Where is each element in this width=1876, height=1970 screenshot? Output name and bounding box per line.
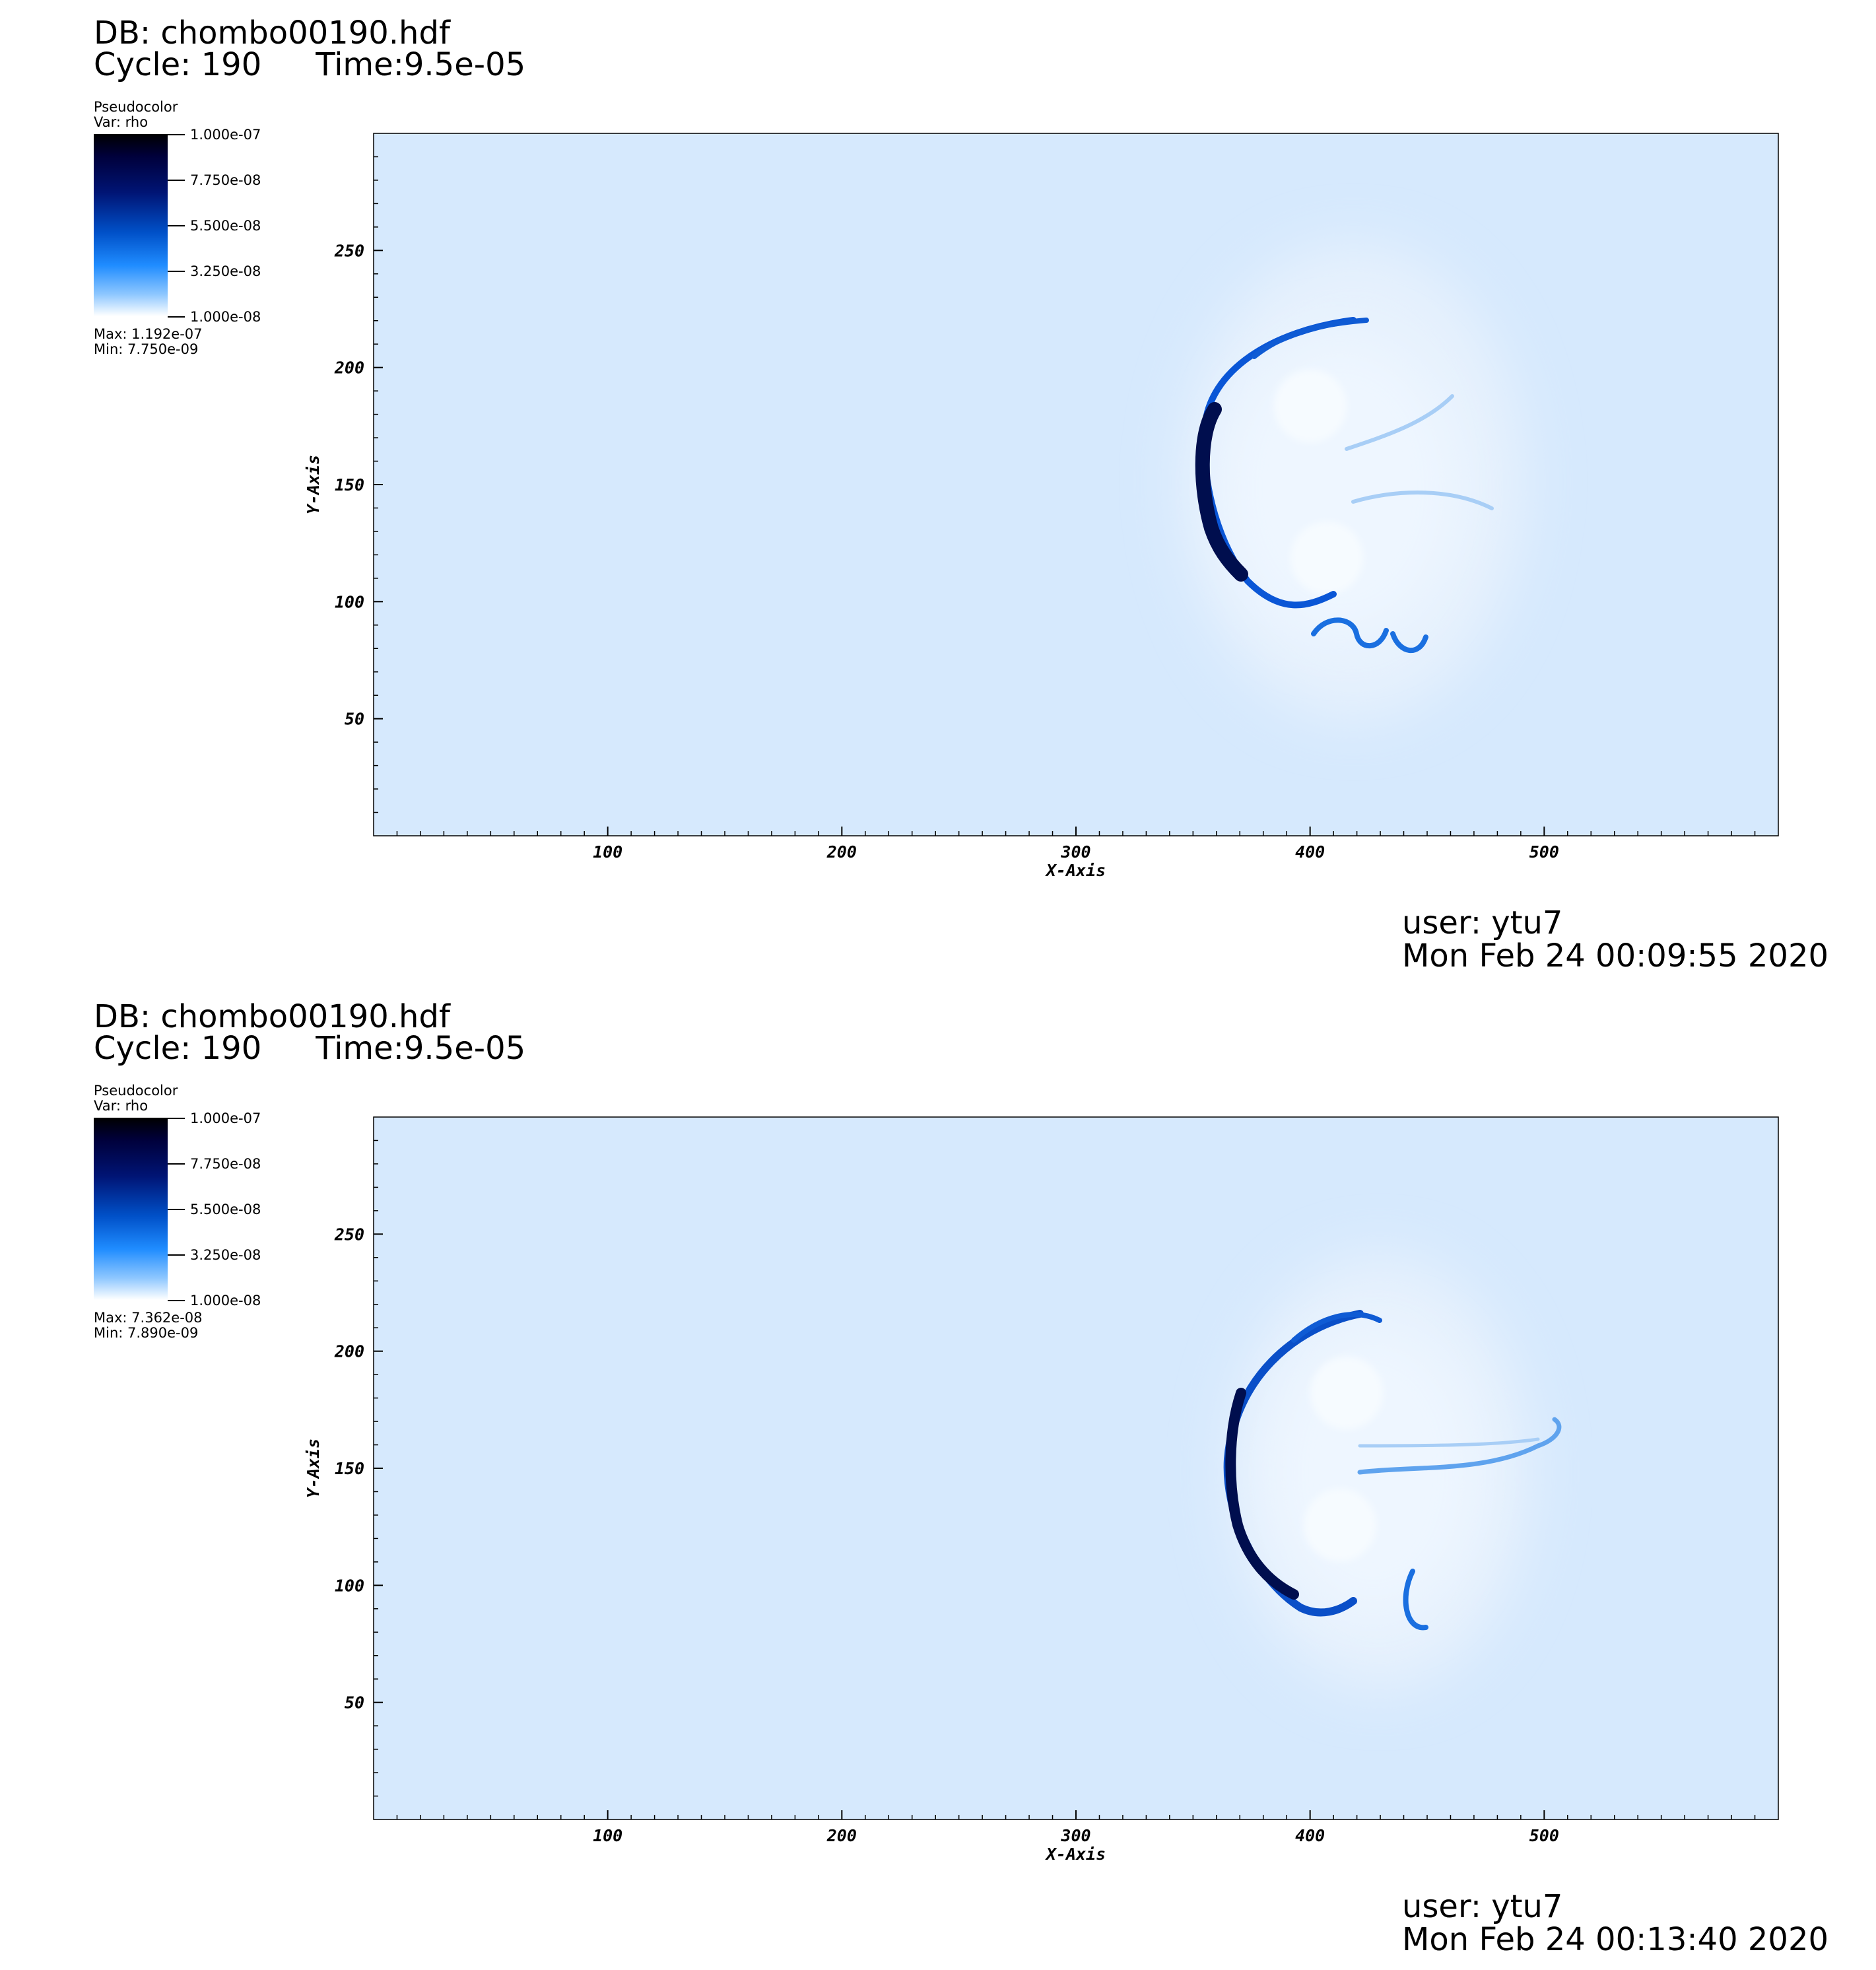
y-axis-label: Y-Axis bbox=[304, 1439, 323, 1498]
date-label: Mon Feb 24 00:13:40 2020 bbox=[1402, 1921, 1829, 1958]
colorbar-tick bbox=[168, 316, 185, 318]
filament bbox=[1311, 617, 1389, 649]
cycle-time-line: Cycle: 190 Time:9.5e-05 bbox=[94, 1031, 525, 1066]
filament bbox=[1252, 318, 1369, 359]
colorbar bbox=[94, 1118, 168, 1300]
db-label: DB: chombo00190.hdf bbox=[94, 998, 450, 1035]
colorbar-tick bbox=[168, 271, 185, 272]
axis-minor-ticks bbox=[374, 1139, 1756, 1819]
x-tick-label: 300 bbox=[1060, 1826, 1090, 1845]
axis-minor-ticks bbox=[374, 156, 1756, 836]
legend-variable: Var: rho bbox=[94, 1098, 149, 1114]
x-tick-label: 500 bbox=[1529, 842, 1559, 862]
colorbar-tick bbox=[168, 1209, 185, 1210]
x-tick-label: 200 bbox=[826, 842, 857, 862]
x-tick-labels: 100 200 300 400 500 bbox=[593, 1826, 1559, 1845]
time-label: Time:9.5e-05 bbox=[316, 1030, 526, 1067]
legend-title: Pseudocolor bbox=[94, 99, 178, 115]
legend-variable: Var: rho bbox=[94, 114, 149, 130]
x-tick-label: 400 bbox=[1295, 1826, 1325, 1845]
x-tick-label: 100 bbox=[593, 842, 622, 862]
filament bbox=[1403, 1569, 1428, 1631]
time-label: Time:9.5e-05 bbox=[316, 46, 526, 83]
y-tick-label: 150 bbox=[335, 475, 364, 494]
y-tick-label: 250 bbox=[334, 241, 364, 260]
filament bbox=[1351, 491, 1494, 510]
x-axis-label: X-Axis bbox=[1045, 861, 1106, 880]
y-tick-label: 100 bbox=[335, 592, 364, 611]
x-tick-label: 100 bbox=[593, 1826, 622, 1845]
colorbar-tick bbox=[168, 1163, 185, 1165]
y-tick-labels: 50 100 150 200 250 bbox=[334, 241, 364, 728]
colorbar-tick-label: 3.250e-08 bbox=[190, 1247, 261, 1263]
filament bbox=[1291, 1312, 1382, 1343]
y-tick-label: 100 bbox=[335, 1576, 364, 1595]
y-tick-label: 50 bbox=[345, 1693, 364, 1713]
x-tick-label: 400 bbox=[1295, 842, 1325, 862]
dense-edge bbox=[1195, 402, 1248, 582]
legend-min: Min: 7.750e-09 bbox=[94, 341, 199, 357]
filament bbox=[1345, 394, 1454, 451]
y-tick-label: 50 bbox=[345, 710, 364, 729]
cycle-label: Cycle: 190 bbox=[94, 1030, 262, 1067]
colorbar-tick bbox=[168, 1300, 185, 1301]
legend-max: Max: 7.362e-08 bbox=[94, 1310, 203, 1326]
user-label: user: ytu7 bbox=[1402, 904, 1563, 941]
pseudocolor-plot: 100 200 300 400 500 50 100 150 200 250 X-Axis Y-… bbox=[304, 133, 1779, 880]
colorbar bbox=[94, 134, 168, 316]
colorbar-tick bbox=[168, 134, 185, 135]
y-tick-label: 200 bbox=[334, 1342, 364, 1361]
filament bbox=[1390, 631, 1428, 653]
colorbar-tick bbox=[168, 1254, 185, 1256]
x-tick-label: 500 bbox=[1529, 1826, 1559, 1845]
colorbar-tick-label: 1.000e-08 bbox=[190, 309, 261, 325]
x-tick-labels: 100 200 300 400 500 bbox=[593, 842, 1559, 862]
db-label: DB: chombo00190.hdf bbox=[94, 15, 450, 51]
colorbar-tick-label: 1.000e-07 bbox=[190, 1110, 261, 1126]
colorbar-tick-label: 5.500e-08 bbox=[190, 1202, 261, 1217]
plot-background bbox=[374, 133, 1778, 836]
legend-title: Pseudocolor bbox=[94, 1083, 178, 1099]
density-field bbox=[1223, 1254, 1562, 1690]
density-field bbox=[1182, 244, 1525, 720]
colorbar-tick bbox=[168, 1118, 185, 1119]
y-tick-labels: 50 100 150 200 250 bbox=[334, 1225, 364, 1712]
date-label: Mon Feb 24 00:09:55 2020 bbox=[1402, 937, 1829, 974]
colorbar-tick-label: 7.750e-08 bbox=[190, 172, 261, 188]
y-tick-label: 250 bbox=[334, 1225, 364, 1244]
x-tick-label: 300 bbox=[1060, 842, 1090, 862]
colorbar-tick-label: 1.000e-08 bbox=[190, 1293, 261, 1308]
y-tick-label: 150 bbox=[335, 1459, 364, 1478]
axis-major-ticks bbox=[374, 250, 1545, 836]
filament bbox=[1357, 1417, 1562, 1475]
colorbar-tick bbox=[168, 225, 185, 226]
vortex bbox=[1310, 1357, 1383, 1429]
cycle-label: Cycle: 190 bbox=[94, 46, 262, 83]
user-label: user: ytu7 bbox=[1402, 1888, 1563, 1925]
cycle-time-line: Cycle: 190 Time:9.5e-05 bbox=[94, 48, 525, 82]
legend-max: Max: 1.192e-07 bbox=[94, 326, 203, 342]
x-axis-label: X-Axis bbox=[1045, 1845, 1106, 1864]
panel-1: DB: chombo00190.hdf Cycle: 190 Time:9.5e-… bbox=[94, 15, 1829, 974]
colorbar-tick-label: 3.250e-08 bbox=[190, 263, 261, 279]
plot-background bbox=[374, 1117, 1778, 1819]
field-core bbox=[1221, 337, 1459, 640]
panel-2: DB: chombo00190.hdf Cycle: 190 Time:9.5e-… bbox=[0, 984, 1876, 1969]
vortex bbox=[1290, 522, 1363, 594]
x-tick-label: 200 bbox=[826, 1826, 857, 1845]
axis-major-ticks bbox=[374, 1233, 1545, 1819]
vortex bbox=[1274, 370, 1347, 442]
dense-edge bbox=[1225, 1388, 1299, 1600]
vortex bbox=[1304, 1489, 1376, 1561]
filament bbox=[1358, 1437, 1540, 1448]
pseudocolor-plot: 100 200 300 400 500 50 100 150 200 250 X-Axis Y-… bbox=[304, 1116, 1779, 1864]
legend-min: Min: 7.890e-09 bbox=[94, 1325, 199, 1341]
colorbar-tick-label: 5.500e-08 bbox=[190, 218, 261, 234]
colorbar-tick-label: 1.000e-07 bbox=[190, 127, 261, 143]
y-tick-label: 200 bbox=[334, 358, 364, 378]
colorbar-tick-label: 7.750e-08 bbox=[190, 1156, 261, 1172]
colorbar-tick bbox=[168, 180, 185, 181]
y-axis-label: Y-Axis bbox=[304, 455, 323, 514]
